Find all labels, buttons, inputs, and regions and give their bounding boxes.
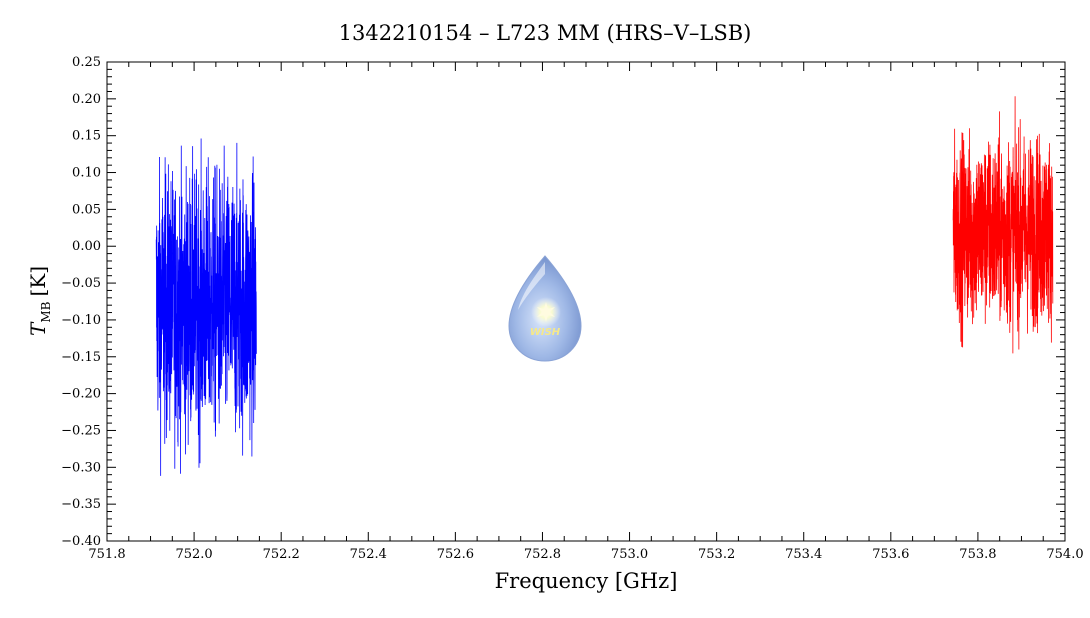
y-tick-label: −0.20 bbox=[61, 387, 101, 402]
wish-star-icon bbox=[537, 302, 555, 322]
y-tick-label: −0.40 bbox=[61, 534, 101, 549]
y-tick-label: 0.05 bbox=[72, 202, 101, 217]
plot-frame bbox=[106, 61, 1066, 542]
y-tick-label: −0.35 bbox=[61, 497, 101, 512]
x-tick-label: 753.2 bbox=[698, 547, 735, 562]
series-line-1 bbox=[155, 138, 257, 476]
x-tick-label: 751.8 bbox=[88, 547, 125, 562]
y-tick-label: −0.10 bbox=[61, 313, 101, 328]
y-tick-label: −0.30 bbox=[61, 460, 101, 475]
x-tick-label: 754.0 bbox=[1046, 547, 1083, 562]
y-axis-label-unit: [K] bbox=[26, 266, 50, 297]
y-axis-label-symbol: T bbox=[26, 321, 50, 336]
x-tick-label: 753.4 bbox=[785, 547, 822, 562]
y-tick-label: 0.15 bbox=[72, 129, 101, 144]
y-tick-label: 0.00 bbox=[72, 239, 101, 254]
wish-logo-text: WISH bbox=[530, 327, 561, 338]
x-tick-label: 752.6 bbox=[437, 547, 474, 562]
y-tick-label: 0.10 bbox=[72, 166, 101, 181]
x-tick-label: 752.4 bbox=[350, 547, 387, 562]
x-tick-label: 753.0 bbox=[611, 547, 648, 562]
series-line-2 bbox=[952, 96, 1054, 354]
y-tick-label: 0.25 bbox=[72, 55, 101, 70]
x-tick-label: 752.2 bbox=[263, 547, 300, 562]
x-axis-label: Frequency [GHz] bbox=[495, 569, 678, 593]
chart-title: 1342210154 – L723 MM (HRS–V–LSB) bbox=[339, 21, 752, 45]
x-tick-label: 753.6 bbox=[872, 547, 909, 562]
y-tick-label: −0.15 bbox=[61, 350, 101, 365]
y-tick-label: −0.25 bbox=[61, 423, 101, 438]
series-layer bbox=[155, 96, 1054, 476]
y-axis-label: TMB [K] bbox=[26, 266, 53, 336]
x-tick-label: 752.8 bbox=[524, 547, 561, 562]
ticks-layer: 751.8 752.0 752.2 752.4 752.6 752.8 753.0 753.2… bbox=[61, 55, 1083, 562]
x-tick-label: 753.8 bbox=[959, 547, 996, 562]
y-tick-label: 0.20 bbox=[72, 92, 101, 107]
x-tick-label: 752.0 bbox=[175, 547, 212, 562]
y-tick-label: −0.05 bbox=[61, 276, 101, 291]
wish-logo: WISH bbox=[508, 255, 582, 362]
y-axis-label-subscript: MB bbox=[39, 301, 53, 322]
wish-drop-highlight bbox=[518, 262, 545, 310]
